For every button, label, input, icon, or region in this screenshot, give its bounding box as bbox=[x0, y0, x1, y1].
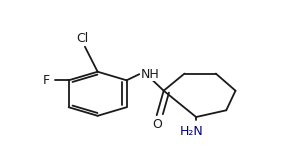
Text: NH: NH bbox=[141, 68, 159, 81]
Text: O: O bbox=[152, 118, 162, 131]
Text: Cl: Cl bbox=[77, 32, 89, 45]
Text: F: F bbox=[43, 74, 50, 87]
Text: H₂N: H₂N bbox=[180, 125, 203, 138]
